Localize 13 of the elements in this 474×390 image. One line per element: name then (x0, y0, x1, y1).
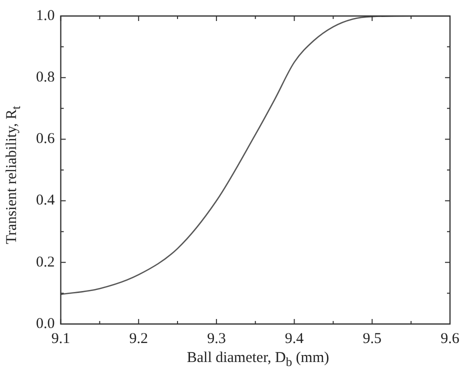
y-tick-label: 0.6 (36, 131, 56, 148)
y-tick-label: 0.0 (36, 316, 55, 332)
x-tick-label: 9.3 (207, 330, 226, 347)
x-tick-label: 9.1 (51, 330, 70, 347)
x-axis-title: Ball diameter, D$_{b}$ (mm) (186, 350, 330, 370)
y-tick-label: 0.2 (36, 254, 55, 270)
x-tick-label: 9.2 (129, 330, 148, 347)
x-tick-label: 9.4 (284, 330, 304, 347)
y-tick-label: 1.0 (36, 8, 55, 24)
x-tick-label: 9.5 (362, 330, 382, 347)
x-tick-label: 9.6 (440, 330, 460, 347)
y-tick-label: 0.4 (36, 192, 56, 209)
y-tick-label: 0.8 (36, 70, 55, 86)
